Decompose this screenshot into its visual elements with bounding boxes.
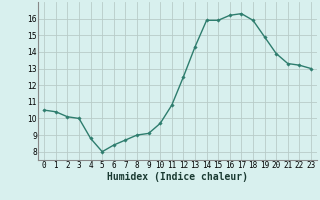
X-axis label: Humidex (Indice chaleur): Humidex (Indice chaleur): [107, 172, 248, 182]
